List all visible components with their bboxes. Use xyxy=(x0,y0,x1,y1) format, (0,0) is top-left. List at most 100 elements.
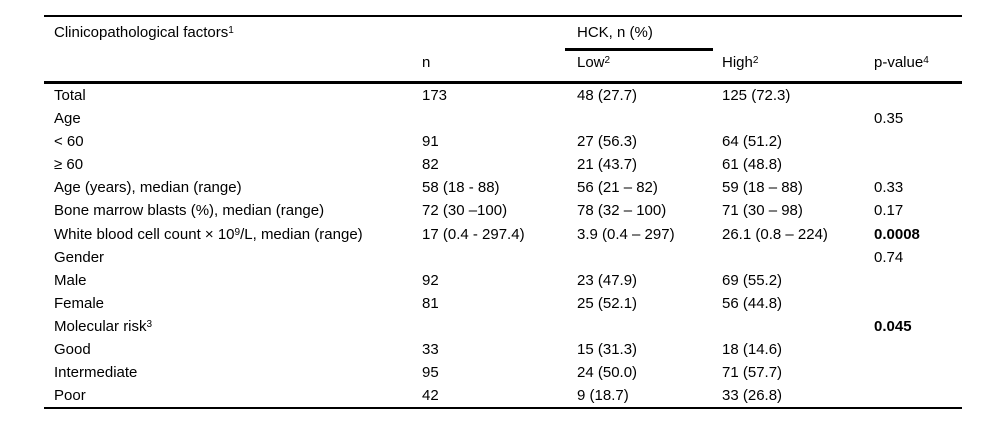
cell-n: 58 (18 - 88) xyxy=(422,179,500,197)
cell-n: 92 xyxy=(422,271,439,289)
cell-p-value xyxy=(874,384,962,407)
column-header-p-value: p-value4 xyxy=(874,54,929,71)
footnote-marker-2: 2 xyxy=(604,55,611,66)
cell-p-value xyxy=(874,153,962,176)
cell-high: 69 (55.2) xyxy=(722,271,783,289)
footnote-marker-2: 2 xyxy=(752,55,759,66)
cell-p-value xyxy=(874,361,962,384)
row-label: Good xyxy=(54,341,91,359)
cell-p-value: 0.35 xyxy=(874,110,904,128)
cell-n: 91 xyxy=(422,133,439,151)
cell-high: 64 (51.2) xyxy=(722,133,783,151)
cell-p-value: 0.0008 xyxy=(874,225,920,243)
cell-p-value xyxy=(874,292,962,315)
cell-high xyxy=(722,315,874,338)
cell-low: 48 (27.7) xyxy=(577,87,638,104)
footnote-marker-3: 3 xyxy=(146,318,153,330)
table-row: Male 92 23 (47.9) 69 (55.2) xyxy=(44,269,962,292)
cell-p-value xyxy=(874,84,962,107)
footnote-marker-4: 4 xyxy=(923,55,929,66)
footnote-marker-9: 9 xyxy=(234,226,241,238)
table-row: ≥ 60 82 21 (43.7) 61 (48.8) xyxy=(44,153,962,176)
cell-n: 17 (0.4 - 297.4) xyxy=(422,225,525,243)
cell-high: 33 (26.8) xyxy=(722,387,783,405)
cell-low: 78 (32 – 100) xyxy=(577,202,667,220)
row-label: White blood cell count × 109/L, median (… xyxy=(54,225,363,243)
cell-low: 27 (56.3) xyxy=(577,133,638,151)
cell-high: 125 (72.3) xyxy=(722,87,791,104)
cell-n: 95 xyxy=(422,364,439,382)
row-label: < 60 xyxy=(54,133,84,151)
table-row: Molecular risk3 0.045 xyxy=(44,315,962,338)
footnote-marker-1: 1 xyxy=(228,25,234,36)
table-row: Intermediate 95 24 (50.0) 71 (57.7) xyxy=(44,361,962,384)
cell-high: 26.1 (0.8 – 224) xyxy=(722,225,828,243)
cell-high xyxy=(722,107,874,130)
cell-low xyxy=(577,315,722,338)
cell-n: 81 xyxy=(422,294,439,312)
cell-high: 71 (57.7) xyxy=(722,364,783,382)
cell-high: 71 (30 – 98) xyxy=(722,202,803,220)
cell-low: 9 (18.7) xyxy=(577,387,629,405)
cell-high: 56 (44.8) xyxy=(722,294,783,312)
table-header-rule xyxy=(44,81,962,84)
table-row: < 60 91 27 (56.3) 64 (51.2) xyxy=(44,130,962,153)
row-label: Intermediate xyxy=(54,364,138,382)
table-row: Good 33 15 (31.3) 18 (14.6) xyxy=(44,338,962,361)
cell-n xyxy=(422,107,577,130)
cell-n: 72 (30 –100) xyxy=(422,202,508,220)
cell-p-value: 0.33 xyxy=(874,179,904,197)
cell-p-value xyxy=(874,269,962,292)
cell-high: 61 (48.8) xyxy=(722,156,783,174)
column-header-low: Low2 xyxy=(577,54,610,71)
cell-high: 59 (18 – 88) xyxy=(722,179,803,197)
clinicopathological-table: Clinicopathological factors1 HCK, n (%) … xyxy=(44,15,962,410)
row-label: Age (years), median (range) xyxy=(54,179,242,197)
row-label: ≥ 60 xyxy=(54,156,84,174)
table-row: Age (years), median (range) 58 (18 - 88) 5… xyxy=(44,176,962,199)
row-label: Male xyxy=(54,271,87,289)
cell-n: 82 xyxy=(422,156,439,174)
row-label: Poor xyxy=(54,387,86,405)
cell-low xyxy=(577,246,722,269)
cell-p-value: 0.17 xyxy=(874,202,904,220)
table-row: Female 81 25 (52.1) 56 (44.8) xyxy=(44,292,962,315)
cell-n xyxy=(422,315,577,338)
table-row: Total 173 48 (27.7) 125 (72.3) xyxy=(44,84,962,107)
column-header-high: High2 xyxy=(722,54,758,71)
cell-high: 18 (14.6) xyxy=(722,341,783,359)
cell-n: 173 xyxy=(422,87,448,104)
cell-n xyxy=(422,246,577,269)
column-header-n: n xyxy=(422,54,431,71)
table-body: Total 173 48 (27.7) 125 (72.3) Age 0.35 < 60 91… xyxy=(44,84,962,407)
cell-low: 23 (47.9) xyxy=(577,271,638,289)
cell-low: 56 (21 – 82) xyxy=(577,179,658,197)
cell-n: 33 xyxy=(422,341,439,359)
row-label: Bone marrow blasts (%), median (range) xyxy=(54,202,325,220)
row-label: Gender xyxy=(54,248,105,266)
cell-p-value xyxy=(874,338,962,361)
row-label: Age xyxy=(54,110,81,128)
cell-p-value xyxy=(874,130,962,153)
cell-p-value: 0.045 xyxy=(874,317,912,335)
column-header-factors: Clinicopathological factors1 xyxy=(54,24,234,41)
column-header-p-value-label: p-value xyxy=(874,54,924,71)
table-row: Age 0.35 xyxy=(44,107,962,130)
cell-low: 15 (31.3) xyxy=(577,341,638,359)
table-row: Poor 42 9 (18.7) 33 (26.8) xyxy=(44,384,962,407)
cell-high xyxy=(722,246,874,269)
table-row: Bone marrow blasts (%), median (range) 72… xyxy=(44,199,962,222)
cell-low: 3.9 (0.4 – 297) xyxy=(577,225,675,243)
row-label: Total xyxy=(54,87,86,104)
table-header: Clinicopathological factors1 HCK, n (%) … xyxy=(44,17,962,81)
cell-n: 42 xyxy=(422,387,439,405)
column-header-high-label: High xyxy=(722,54,753,71)
column-header-low-label: Low xyxy=(577,54,605,71)
hck-spanner-rule xyxy=(565,48,713,51)
table-row: White blood cell count × 109/L, median (… xyxy=(44,223,962,246)
column-header-hck-spanner: HCK, n (%) xyxy=(577,24,653,41)
column-header-factors-label: Clinicopathological factors xyxy=(54,24,229,41)
row-label: Molecular risk3 xyxy=(54,317,153,335)
cell-low: 25 (52.1) xyxy=(577,294,638,312)
